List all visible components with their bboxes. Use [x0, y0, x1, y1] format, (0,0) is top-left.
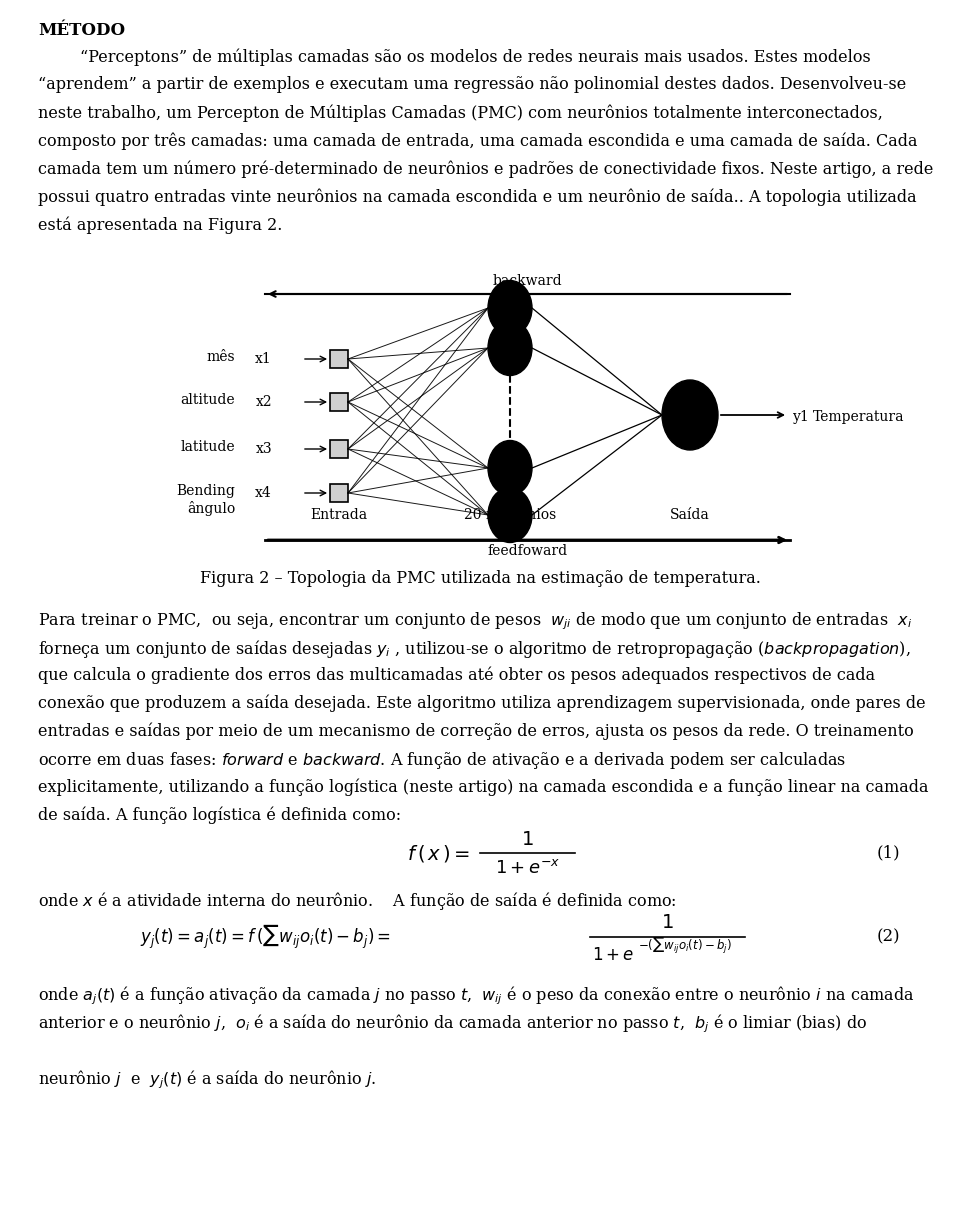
Text: “aprendem” a partir de exemplos e executam uma regressão não polinomial destes d: “aprendem” a partir de exemplos e execut…	[38, 76, 906, 94]
Text: altitude: altitude	[180, 393, 235, 407]
Text: Bending: Bending	[176, 484, 235, 499]
Text: x4: x4	[255, 486, 272, 500]
Text: $1+e^{-x}$: $1+e^{-x}$	[494, 859, 561, 876]
Text: ocorre em duas fases: $\mathit{forward}$ e $\mathit{backward}$. A função de ativ: ocorre em duas fases: $\mathit{forward}$…	[38, 750, 846, 771]
Text: $f\,(\,x\,) =$: $f\,(\,x\,) =$	[407, 842, 470, 863]
Text: $1$: $1$	[661, 913, 674, 932]
Text: composto por três camadas: uma camada de entrada, uma camada escondida e uma cam: composto por três camadas: uma camada de…	[38, 132, 918, 149]
Text: $1+e$: $1+e$	[592, 948, 635, 965]
Text: forneça um conjunto de saídas desejadas $y_i$ , utilizou-se o algoritmo de retro: forneça um conjunto de saídas desejadas …	[38, 638, 911, 660]
Text: explicitamente, utilizando a função logística (neste artigo) na camada escondida: explicitamente, utilizando a função logí…	[38, 778, 928, 795]
Text: $-(\sum w_{ij}o_i(t)-b_j)$: $-(\sum w_{ij}o_i(t)-b_j)$	[638, 936, 732, 956]
Ellipse shape	[662, 380, 718, 451]
Text: x3: x3	[255, 442, 272, 455]
Text: backward: backward	[492, 275, 563, 288]
Text: “Perceptons” de múltiplas camadas são os modelos de redes neurais mais usados. E: “Perceptons” de múltiplas camadas são os…	[80, 48, 871, 65]
Text: feedfoward: feedfoward	[488, 544, 567, 558]
Ellipse shape	[488, 281, 532, 336]
Text: Figura 2 – Topologia da PMC utilizada na estimação de temperatura.: Figura 2 – Topologia da PMC utilizada na…	[200, 570, 760, 587]
Bar	[330, 393, 348, 411]
Text: conexão que produzem a saída desejada. Este algoritmo utiliza aprendizagem super: conexão que produzem a saída desejada. E…	[38, 694, 925, 712]
Ellipse shape	[488, 320, 532, 375]
Text: Entrada: Entrada	[310, 508, 368, 522]
Text: entradas e saídas por meio de um mecanismo de correção de erros, ajusta os pesos: entradas e saídas por meio de um mecanis…	[38, 723, 914, 740]
Text: ângulo: ângulo	[187, 501, 235, 517]
Text: está apresentada na Figura 2.: está apresentada na Figura 2.	[38, 215, 282, 234]
Text: x1: x1	[255, 352, 272, 366]
Bar	[330, 350, 348, 368]
Text: latitude: latitude	[180, 439, 235, 454]
Text: neste trabalho, um Percepton de Múltiplas Camadas (PMC) com neurônios totalmente: neste trabalho, um Percepton de Múltipla…	[38, 103, 883, 122]
Text: camada tem um número pré-determinado de neurônios e padrões de conectividade fix: camada tem um número pré-determinado de …	[38, 160, 933, 177]
Text: (1): (1)	[876, 844, 900, 862]
Text: Para treinar o PMC,  ou seja, encontrar um conjunto de pesos  $w_{ji}$ de modo q: Para treinar o PMC, ou seja, encontrar u…	[38, 611, 912, 632]
Text: que calcula o gradiente dos erros das multicamadas até obter os pesos adequados : que calcula o gradiente dos erros das mu…	[38, 666, 876, 683]
Text: onde $a_j(t)$ é a função ativação da camada $j$ no passo $t$,  $w_{ij}$ é o peso: onde $a_j(t)$ é a função ativação da cam…	[38, 984, 915, 1007]
Text: mês: mês	[206, 350, 235, 364]
Text: (2): (2)	[876, 928, 900, 945]
Bar	[330, 484, 348, 502]
Text: possui quatro entradas vinte neurônios na camada escondida e um neurônio de saíd: possui quatro entradas vinte neurônios n…	[38, 188, 917, 206]
Text: de saída. A função logística é definida como:: de saída. A função logística é definida …	[38, 806, 401, 824]
Text: Saída: Saída	[670, 508, 709, 522]
Text: 20 neurônios: 20 neurônios	[464, 508, 556, 522]
Bar	[330, 439, 348, 458]
Text: onde $x$ é a atividade interna do neurônio.    A função de saída é definida como: onde $x$ é a atividade interna do neurôn…	[38, 890, 677, 912]
Text: MÉTODO: MÉTODO	[38, 22, 125, 39]
Text: y1: y1	[793, 410, 809, 423]
Ellipse shape	[488, 441, 532, 496]
Text: anterior e o neurônio $j$,  $o_i$ é a saída do neurônio da camada anterior no pa: anterior e o neurônio $j$, $o_i$ é a saí…	[38, 1012, 867, 1034]
Text: Temperatura: Temperatura	[813, 410, 904, 423]
Ellipse shape	[488, 487, 532, 543]
Text: $y_j(t) = a_j(t) = f\,(\sum w_{ij}o_i(t) - b_j) =$: $y_j(t) = a_j(t) = f\,(\sum w_{ij}o_i(t)…	[140, 923, 391, 952]
Text: $1$: $1$	[521, 831, 534, 849]
Text: x2: x2	[255, 395, 272, 409]
Text: neurônio $j$  e  $y_j(t)$ é a saída do neurônio $j$.: neurônio $j$ e $y_j(t)$ é a saída do neu…	[38, 1069, 376, 1091]
